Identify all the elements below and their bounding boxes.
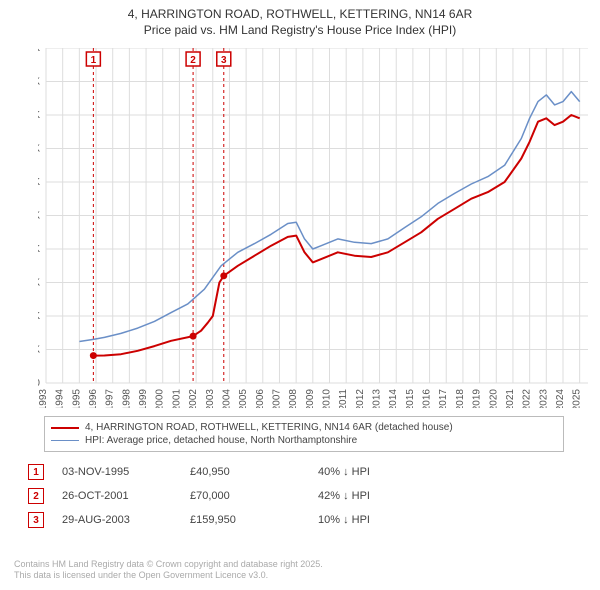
svg-text:1999: 1999 <box>138 389 149 408</box>
sale-marker-1: 1 <box>28 464 44 480</box>
svg-text:£200K: £200K <box>38 244 40 255</box>
sale-date: 29-AUG-2003 <box>62 514 172 526</box>
footer: Contains HM Land Registry data © Crown c… <box>14 559 323 582</box>
svg-text:2025: 2025 <box>572 389 583 408</box>
svg-text:2008: 2008 <box>288 389 299 408</box>
svg-text:2014: 2014 <box>388 389 399 408</box>
svg-text:1993: 1993 <box>38 389 49 408</box>
svg-text:£450K: £450K <box>38 77 40 88</box>
svg-text:2016: 2016 <box>422 389 433 408</box>
svg-text:£0: £0 <box>38 378 40 389</box>
svg-text:2019: 2019 <box>472 389 483 408</box>
sale-date: 03-NOV-1995 <box>62 466 172 478</box>
sale-date: 26-OCT-2001 <box>62 490 172 502</box>
footer-line2: This data is licensed under the Open Gov… <box>14 570 323 582</box>
svg-text:£150K: £150K <box>38 278 40 289</box>
svg-text:2020: 2020 <box>488 389 499 408</box>
legend-row-price-paid: 4, HARRINGTON ROAD, ROTHWELL, KETTERING,… <box>51 421 557 434</box>
chart-svg: £0 £50K £100K £150K £200K £250K £300K £350K £400… <box>38 48 590 408</box>
chart-area: £0 £50K £100K £150K £200K £250K £300K £350K £400… <box>38 48 590 408</box>
svg-text:1996: 1996 <box>88 389 99 408</box>
svg-text:2023: 2023 <box>538 389 549 408</box>
svg-text:1: 1 <box>91 55 97 66</box>
svg-text:1997: 1997 <box>105 389 116 408</box>
svg-text:2001: 2001 <box>171 389 182 408</box>
svg-text:2022: 2022 <box>522 389 533 408</box>
title-line2: Price paid vs. HM Land Registry's House … <box>0 22 600 38</box>
legend-row-hpi: HPI: Average price, detached house, Nort… <box>51 434 557 447</box>
svg-text:2002: 2002 <box>188 389 199 408</box>
svg-text:2013: 2013 <box>372 389 383 408</box>
sale-delta: 42% ↓ HPI <box>318 490 478 502</box>
sale-price: £70,000 <box>190 490 300 502</box>
sale-delta: 10% ↓ HPI <box>318 514 478 526</box>
svg-text:2003: 2003 <box>205 389 216 408</box>
svg-text:2010: 2010 <box>322 389 333 408</box>
svg-text:2005: 2005 <box>238 389 249 408</box>
svg-text:£350K: £350K <box>38 144 40 155</box>
svg-text:£100K: £100K <box>38 311 40 322</box>
sales-row: 3 29-AUG-2003 £159,950 10% ↓ HPI <box>28 508 568 532</box>
svg-text:1995: 1995 <box>71 389 82 408</box>
svg-text:2007: 2007 <box>271 389 282 408</box>
svg-text:£400K: £400K <box>38 110 40 121</box>
svg-text:2000: 2000 <box>155 389 166 408</box>
svg-text:2: 2 <box>190 55 196 66</box>
svg-text:£50K: £50K <box>38 345 40 356</box>
sale-marker-2: 2 <box>28 488 44 504</box>
title-block: 4, HARRINGTON ROAD, ROTHWELL, KETTERING,… <box>0 0 600 38</box>
svg-text:£300K: £300K <box>38 177 40 188</box>
legend-swatch-hpi <box>51 440 79 441</box>
footer-line1: Contains HM Land Registry data © Crown c… <box>14 559 323 571</box>
chart-container: 4, HARRINGTON ROAD, ROTHWELL, KETTERING,… <box>0 0 600 590</box>
sale-price: £40,950 <box>190 466 300 478</box>
sales-row: 1 03-NOV-1995 £40,950 40% ↓ HPI <box>28 460 568 484</box>
svg-text:2024: 2024 <box>555 389 566 408</box>
legend-label-hpi: HPI: Average price, detached house, Nort… <box>85 435 357 446</box>
svg-text:2004: 2004 <box>221 389 232 408</box>
sales-row: 2 26-OCT-2001 £70,000 42% ↓ HPI <box>28 484 568 508</box>
svg-text:1998: 1998 <box>121 389 132 408</box>
svg-text:2018: 2018 <box>455 389 466 408</box>
svg-text:2015: 2015 <box>405 389 416 408</box>
svg-text:£250K: £250K <box>38 211 40 222</box>
svg-text:£500K: £500K <box>38 48 40 54</box>
svg-text:2011: 2011 <box>338 389 349 408</box>
svg-text:2006: 2006 <box>255 389 266 408</box>
svg-text:2021: 2021 <box>505 389 516 408</box>
svg-text:3: 3 <box>221 55 227 66</box>
sale-price: £159,950 <box>190 514 300 526</box>
svg-text:2009: 2009 <box>305 389 316 408</box>
svg-text:1994: 1994 <box>55 389 66 408</box>
svg-text:2012: 2012 <box>355 389 366 408</box>
legend-swatch-price-paid <box>51 427 79 429</box>
title-line1: 4, HARRINGTON ROAD, ROTHWELL, KETTERING,… <box>0 6 600 22</box>
sale-delta: 40% ↓ HPI <box>318 466 478 478</box>
sales-table: 1 03-NOV-1995 £40,950 40% ↓ HPI 2 26-OCT-2001… <box>28 460 568 532</box>
legend-box: 4, HARRINGTON ROAD, ROTHWELL, KETTERING,… <box>44 416 564 452</box>
svg-text:2017: 2017 <box>438 389 449 408</box>
legend-label-price-paid: 4, HARRINGTON ROAD, ROTHWELL, KETTERING,… <box>85 422 453 433</box>
sale-marker-3: 3 <box>28 512 44 528</box>
